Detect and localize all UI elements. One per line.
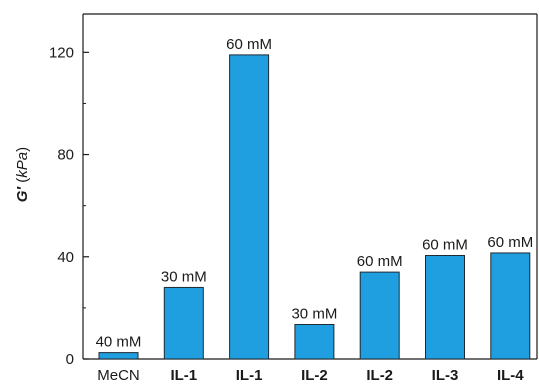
bar-data-label: 30 mM	[291, 306, 337, 323]
y-axis-label-close: )	[14, 147, 31, 152]
y-axis-label-open: (	[14, 178, 31, 187]
bar-data-label: 60 mM	[357, 253, 403, 270]
bar-data-label: 60 mM	[422, 237, 468, 254]
bars	[98, 54, 531, 360]
bar-data-label: 40 mM	[96, 334, 142, 351]
y-tick-label: 40	[57, 249, 74, 266]
x-tick-label: IL-2	[366, 367, 393, 384]
y-tick-label: 0	[66, 351, 74, 368]
bar	[294, 324, 335, 360]
bar	[490, 252, 531, 360]
y-axis-label-unit: kPa	[14, 152, 31, 178]
bar	[98, 352, 139, 360]
bar-data-label: 60 mM	[226, 36, 272, 53]
y-tick-label: 120	[49, 44, 74, 61]
bar-data-label: 30 mM	[161, 268, 207, 285]
y-ticks: 0 40 80 120	[49, 44, 89, 368]
bar	[229, 54, 270, 360]
x-tick-label: IL-1	[170, 367, 197, 384]
x-tick-label: IL-4	[497, 367, 524, 384]
bar	[359, 271, 400, 360]
bar	[425, 255, 465, 360]
x-tick-label: IL-1	[236, 367, 263, 384]
y-axis-label-symbol: G′	[14, 186, 31, 203]
x-tick-label: MeCN	[97, 367, 140, 384]
y-tick-label: 80	[57, 147, 74, 164]
data-labels: 40 mM 30 mM 60 mM 30 mM 60 mM 60 mM 60 mM	[96, 36, 534, 351]
x-tick-label: IL-2	[301, 367, 328, 384]
x-tick-labels: MeCN IL-1 IL-1 IL-2 IL-2 IL-3 IL-4	[97, 367, 524, 384]
x-tick-label: IL-3	[432, 367, 459, 384]
y-axis-label: G′ (kPa)	[14, 147, 31, 202]
bar-data-label: 60 mM	[487, 234, 533, 251]
bar	[163, 286, 204, 360]
